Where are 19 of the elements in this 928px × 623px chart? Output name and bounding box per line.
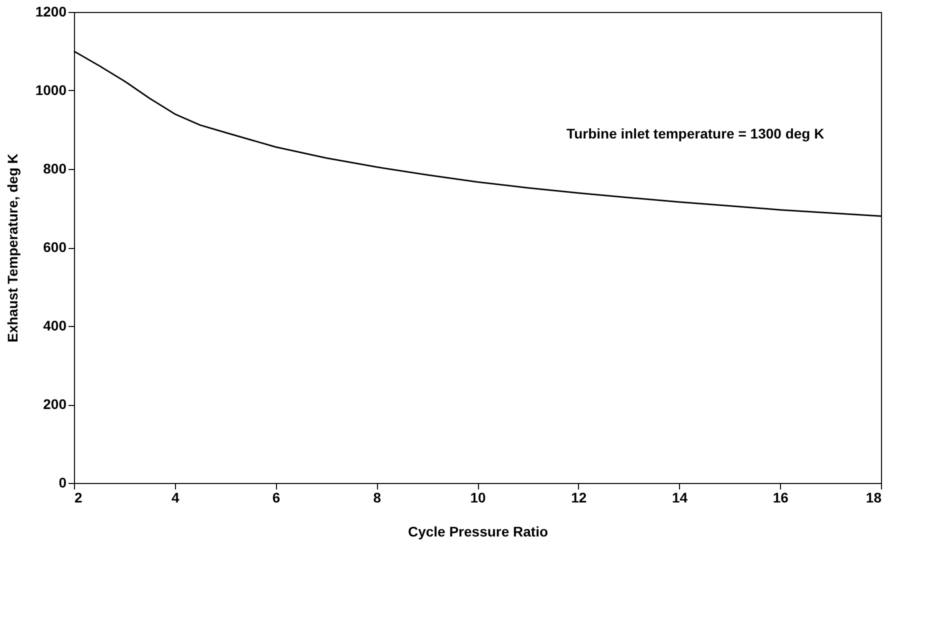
y-tick-label: 200 bbox=[43, 396, 67, 412]
y-tick-label: 0 bbox=[58, 474, 67, 490]
y-axis-title: Exhaust Temperature, deg K bbox=[4, 154, 20, 342]
x-tick-label: 14 bbox=[672, 490, 688, 506]
annotation: Turbine inlet temperature = 1300 deg K bbox=[566, 125, 824, 142]
y-tick-label: 1000 bbox=[35, 82, 67, 98]
x-tick-label: 4 bbox=[171, 490, 180, 506]
y-tick-label: 600 bbox=[43, 239, 67, 255]
x-tick-label: 18 bbox=[866, 490, 882, 506]
y-tick-label: 1200 bbox=[35, 4, 67, 20]
y-tick-label: 800 bbox=[43, 160, 67, 176]
x-tick-label: 16 bbox=[772, 490, 789, 506]
y-tick-label: 400 bbox=[43, 318, 67, 334]
x-tick-label: 10 bbox=[470, 490, 486, 506]
x-tick-label: 2 bbox=[74, 490, 82, 506]
x-tick-label: 6 bbox=[272, 490, 280, 506]
x-tick-label: 8 bbox=[373, 490, 382, 506]
x-axis-title: Cycle Pressure Ratio bbox=[408, 524, 548, 540]
x-tick-label: 12 bbox=[571, 490, 587, 506]
